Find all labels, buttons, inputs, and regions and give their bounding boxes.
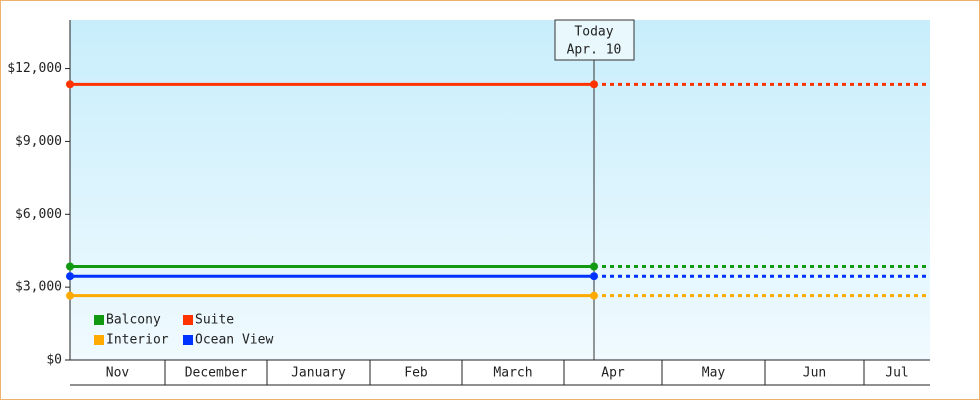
legend-swatch xyxy=(94,335,104,345)
series-marker xyxy=(66,272,74,281)
series-marker xyxy=(590,291,598,300)
series-marker xyxy=(66,291,74,300)
series-marker xyxy=(590,80,598,89)
legend-swatch xyxy=(183,315,193,325)
y-tick-label: $0 xyxy=(46,353,62,368)
y-tick-label: $6,000 xyxy=(15,207,62,222)
series-marker xyxy=(66,80,74,89)
plot-area xyxy=(70,20,930,360)
legend-swatch xyxy=(183,335,193,345)
legend-swatch xyxy=(94,315,104,325)
series-marker xyxy=(590,272,598,281)
x-tick-label: May xyxy=(702,366,726,381)
y-tick-label: $12,000 xyxy=(7,61,62,76)
x-tick-label: January xyxy=(291,366,346,381)
x-tick-label: Feb xyxy=(404,366,428,381)
legend-label: Suite xyxy=(195,313,234,328)
legend-label: Ocean View xyxy=(195,333,273,348)
x-tick-label: Jul xyxy=(885,366,908,381)
series-marker xyxy=(590,262,598,271)
x-tick-label: Jun xyxy=(803,366,826,381)
x-tick-label: Apr xyxy=(601,366,625,381)
legend-label: Balcony xyxy=(106,313,161,328)
series-marker xyxy=(66,262,74,271)
today-box xyxy=(554,19,635,61)
y-tick-label: $3,000 xyxy=(15,280,62,295)
x-tick-label: December xyxy=(185,366,248,381)
x-tick-label: Nov xyxy=(106,366,130,381)
y-tick-label: $9,000 xyxy=(15,134,62,149)
today-label: Today xyxy=(574,25,613,40)
legend-label: Interior xyxy=(106,333,169,348)
x-tick-label: March xyxy=(493,366,532,381)
today-date: Apr. 10 xyxy=(567,43,622,58)
